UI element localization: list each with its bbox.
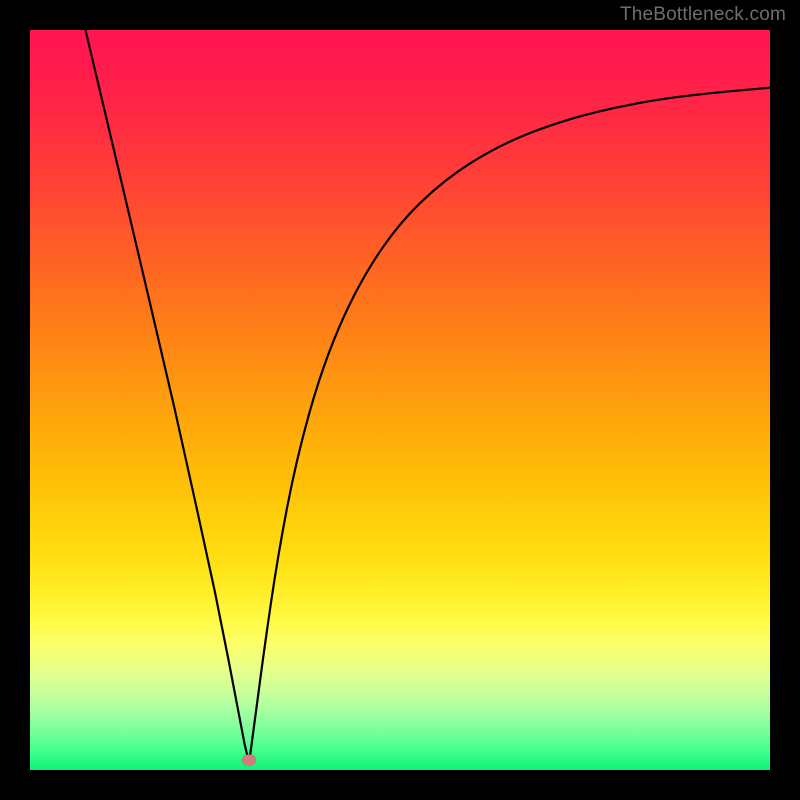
minimum-marker	[242, 755, 256, 766]
watermark-text: TheBottleneck.com	[620, 4, 786, 26]
plot-frame	[30, 30, 770, 770]
curve-layer	[30, 30, 770, 770]
bottleneck-curve	[86, 30, 771, 763]
plot-area	[30, 30, 770, 770]
